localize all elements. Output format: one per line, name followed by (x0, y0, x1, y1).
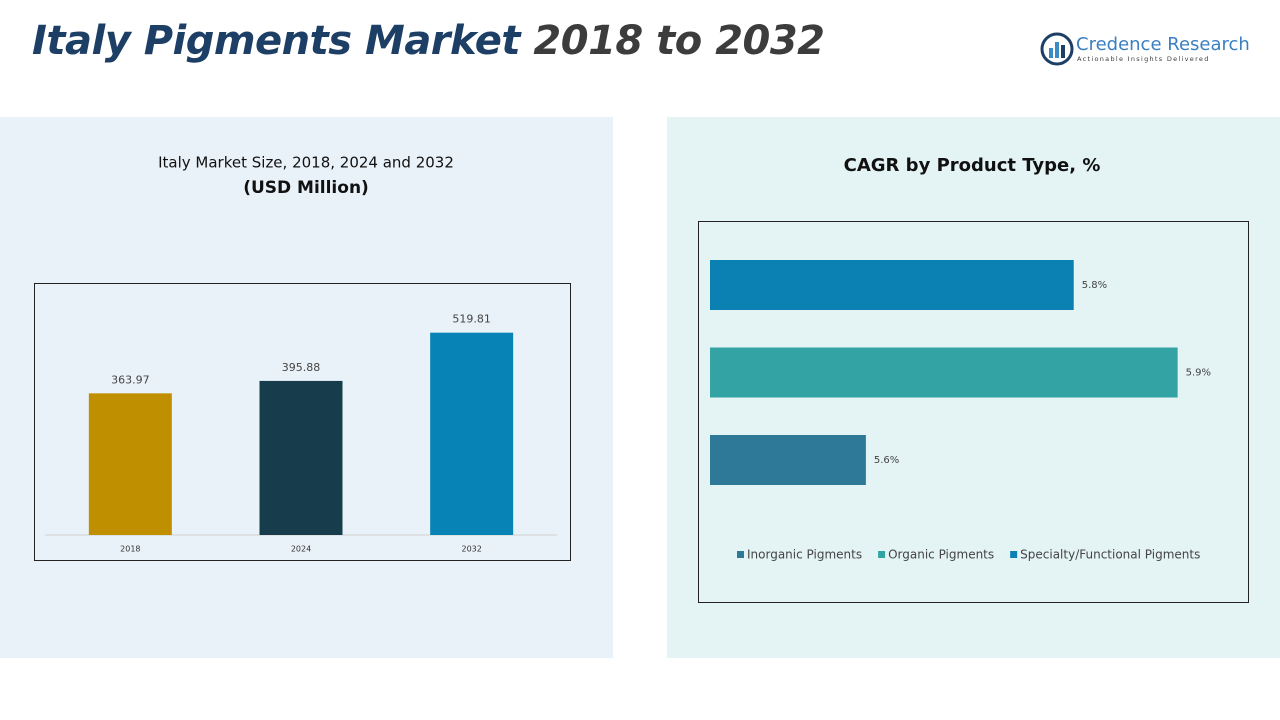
logo-icon (1040, 32, 1074, 66)
left-frame (34, 283, 571, 561)
legend-label: Specialty/Functional Pigments (1020, 548, 1200, 562)
legend-swatch (1010, 551, 1018, 558)
bar (430, 332, 514, 535)
value-label: 363.97 (111, 373, 150, 386)
bar (259, 380, 343, 535)
page-title: Italy Pigments Market 2018 to 2032 (32, 18, 825, 64)
value-label: 5.9% (1186, 368, 1211, 379)
value-label: 519.81 (452, 313, 491, 326)
logo-brand: Credence Research (1076, 34, 1250, 55)
legend-swatch (878, 551, 886, 558)
legend-label: Organic Pigments (888, 548, 994, 562)
right-frame (698, 221, 1249, 603)
bar (88, 393, 172, 535)
title-years: 2018 to 2032 (533, 18, 825, 64)
title-main: Italy Pigments Market (32, 18, 520, 64)
value-label: 395.88 (282, 361, 321, 374)
bar (710, 435, 866, 485)
legend-label: Inorganic Pigments (747, 548, 862, 562)
x-tick-label: 2024 (291, 545, 311, 554)
legend-swatch (737, 551, 744, 558)
chart-title: CAGR by Product Type, % (844, 155, 1101, 176)
x-tick-label: 2018 (120, 545, 140, 554)
logo-tagline: Actionable Insights Delivered (1077, 55, 1210, 63)
chart-subtitle: (USD Million) (243, 178, 369, 198)
bar (710, 260, 1074, 310)
chart-title: Italy Market Size, 2018, 2024 and 2032 (158, 154, 454, 172)
value-label: 5.8% (1082, 280, 1107, 291)
x-tick-label: 2032 (461, 545, 481, 554)
value-label: 5.6% (874, 455, 899, 466)
bar (710, 347, 1178, 398)
